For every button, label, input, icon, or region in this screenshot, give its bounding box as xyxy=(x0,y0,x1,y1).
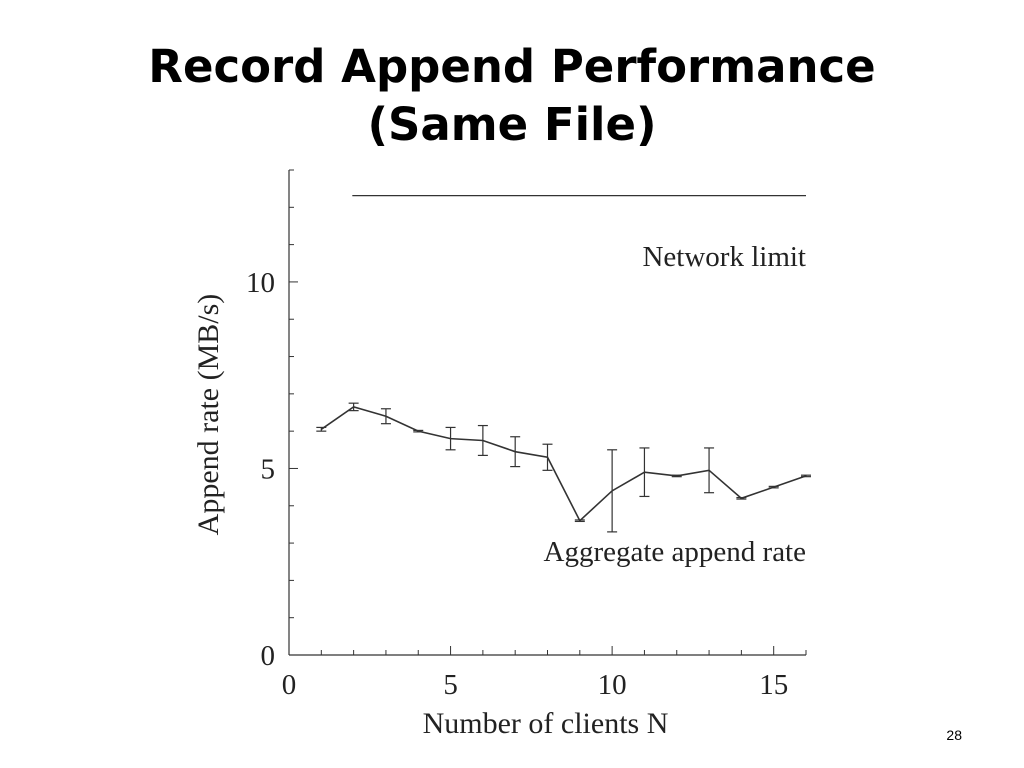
slide-title-line-1: Record Append Performance xyxy=(148,40,876,93)
y-axis-label: Append rate (MB/s) xyxy=(192,294,225,536)
y-tick-label: 5 xyxy=(261,453,276,485)
slide-title: Record Append Performance (Same File) xyxy=(0,38,1024,154)
aggregate-append-rate-line xyxy=(320,406,807,522)
chart-ticks: 0 5 10 0 5 10 15 xyxy=(246,169,807,701)
y-tick-label: 10 xyxy=(246,267,275,299)
page-number: 28 xyxy=(946,727,962,743)
chart-series: Aggregate append rate xyxy=(316,402,811,568)
x-axis-label: Number of clients N xyxy=(423,707,669,740)
x-tick-label: 10 xyxy=(598,669,627,701)
x-tick-label: 5 xyxy=(443,669,458,701)
x-tick-label: 0 xyxy=(282,669,297,701)
slide-title-line-2: (Same File) xyxy=(367,98,657,151)
reference-lines: Network limit xyxy=(352,195,806,273)
chart-labels: Number of clients N Append rate (MB/s) xyxy=(192,294,668,740)
x-tick-label: 15 xyxy=(759,669,788,701)
aggregate-append-rate-label: Aggregate append rate xyxy=(544,536,806,568)
network-limit-label: Network limit xyxy=(642,241,806,273)
y-tick-label: 0 xyxy=(261,640,276,672)
